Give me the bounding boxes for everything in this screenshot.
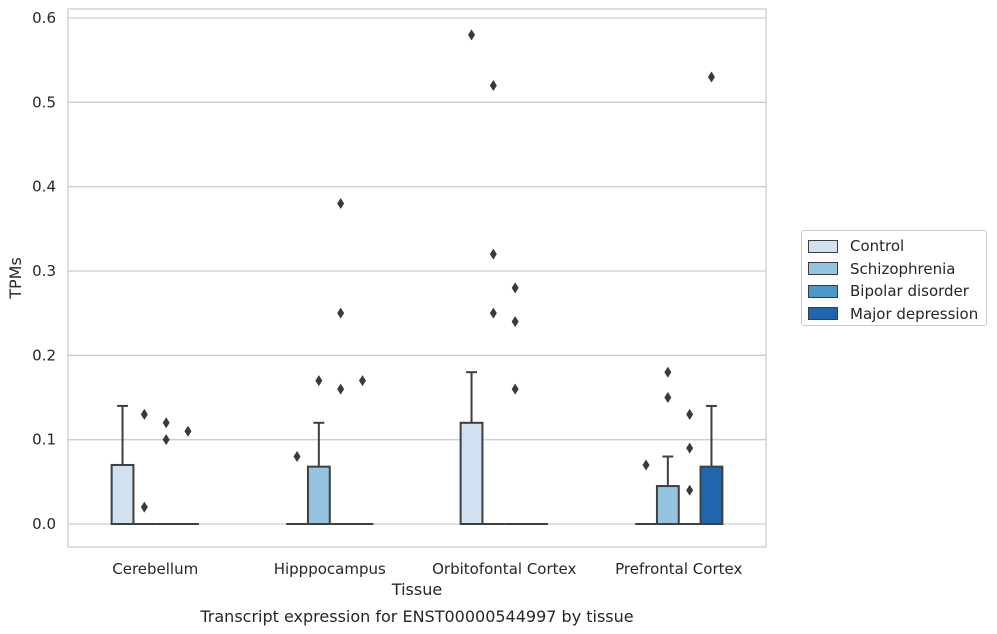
legend-item: Schizophrenia	[808, 258, 980, 281]
y-tick-label: 0.0	[32, 515, 56, 533]
outlier-point	[664, 392, 672, 403]
outlier-point	[511, 282, 519, 294]
x-tick-labels: Cerebellum Hipppocampus Orbitofontal Corte…	[112, 560, 742, 578]
outlier-point	[337, 307, 345, 319]
outlier-point	[184, 425, 192, 437]
outlier-point	[140, 501, 148, 513]
x-tick-label: Hipppocampus	[274, 560, 386, 578]
x-tick-label: Cerebellum	[112, 560, 198, 578]
legend-swatch	[808, 262, 838, 276]
box-body	[459, 421, 484, 525]
box-3-3	[699, 404, 724, 525]
outlier-point	[315, 375, 323, 387]
y-tick-label: 0.1	[32, 431, 56, 449]
y-tick-label: 0.5	[32, 93, 56, 111]
outlier-point	[686, 408, 694, 420]
outlier-point	[686, 484, 694, 496]
legend-label: Bipolar disorder	[850, 282, 969, 301]
outlier-point	[686, 442, 694, 454]
x-axis-label: Tissue	[391, 580, 442, 599]
box-1-1	[306, 421, 331, 525]
outlier-point	[337, 383, 345, 395]
y-tick-label: 0.6	[32, 9, 56, 27]
x-tick-label: Prefrontal Cortex	[615, 560, 742, 578]
outlier-point	[293, 451, 301, 463]
box-body	[306, 465, 331, 525]
legend-label: Major depression	[850, 304, 979, 323]
legend-item: Major depression	[808, 303, 980, 326]
y-tick-label: 0.4	[32, 178, 56, 196]
outlier-point	[162, 417, 170, 429]
legend-item: Control	[808, 235, 980, 258]
outlier-point	[511, 316, 519, 328]
outlier-point	[511, 383, 519, 395]
flier-layer	[140, 29, 715, 513]
outlier-point	[489, 307, 497, 319]
y-tick-label: 0.3	[32, 262, 56, 280]
chart-caption: Transcript expression for ENST0000054499…	[199, 607, 633, 626]
legend-swatch	[808, 239, 838, 253]
outlier-point	[468, 29, 476, 41]
legend-swatch	[808, 307, 838, 321]
outlier-point	[642, 459, 650, 471]
legend-swatch	[808, 284, 838, 298]
legend-label: Control	[850, 237, 905, 256]
y-tick-label: 0.2	[32, 346, 56, 364]
y-gridlines	[68, 17, 766, 525]
outlier-point	[337, 198, 345, 210]
outlier-point	[140, 408, 148, 420]
outlier-point	[162, 434, 170, 446]
plot-frame	[67, 8, 767, 548]
box-body	[110, 463, 135, 526]
y-axis-label: TPMs	[6, 257, 25, 300]
box-3-1	[655, 455, 680, 525]
outlier-point	[707, 71, 715, 83]
outlier-point	[664, 366, 672, 378]
box-0-0	[110, 404, 135, 526]
outlier-point	[489, 248, 497, 260]
box-body	[699, 465, 724, 525]
box-layer	[110, 371, 724, 526]
legend: Control Schizophrenia Bipolar disorder Majo…	[801, 230, 987, 326]
x-tick-label: Orbitofontal Cortex	[432, 560, 576, 578]
outlier-point	[358, 375, 366, 387]
box-2-0	[459, 371, 484, 525]
legend-label: Schizophrenia	[850, 259, 956, 278]
outlier-point	[489, 79, 497, 91]
legend-item: Bipolar disorder	[808, 280, 980, 303]
box-body	[655, 485, 680, 525]
y-tick-labels: 0.0 0.1 0.2 0.3 0.4 0.5 0.6	[32, 9, 56, 533]
